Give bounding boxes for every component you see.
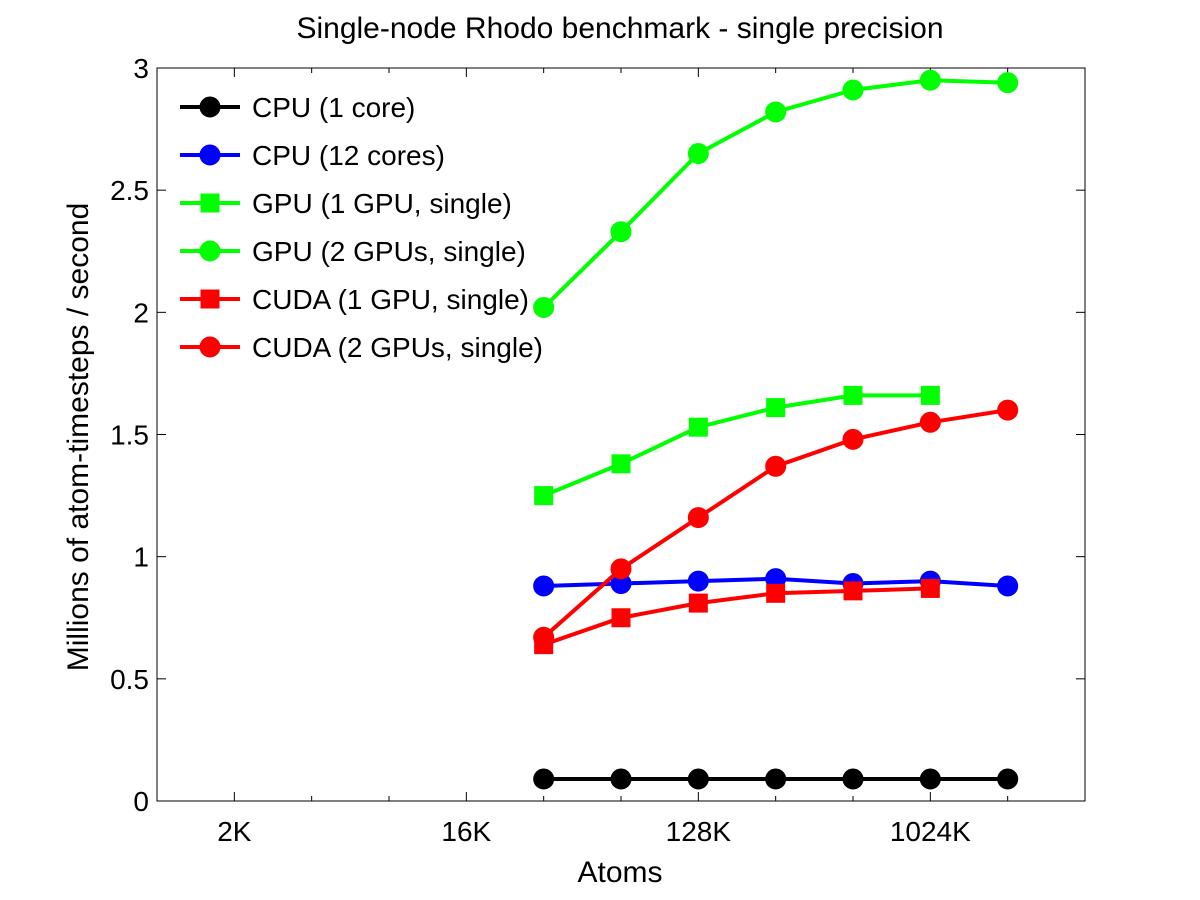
legend-entry: CPU (1 core) [180, 92, 415, 123]
legend-swatch-marker [200, 289, 220, 309]
series-line [542, 408, 1009, 639]
data-point [765, 101, 787, 123]
x-tick-label: 16K [441, 816, 491, 847]
legend-swatch-marker [200, 193, 220, 213]
x-tick-label: 1024K [890, 816, 971, 847]
y-tick-label: 2.5 [110, 175, 149, 206]
data-point [610, 558, 632, 580]
y-tick-label: 3 [133, 53, 149, 84]
data-point [765, 768, 787, 790]
data-point [687, 768, 709, 790]
legend-label: CPU (1 core) [252, 92, 415, 123]
data-point [611, 608, 631, 628]
plot-area: 0 0.5 1 1.5 2 2.5 3 2K 16K 128K 1024K [110, 53, 1086, 847]
data-point [611, 454, 631, 474]
series-line [543, 586, 931, 647]
data-point [919, 69, 941, 91]
x-tick-label: 2K [217, 816, 252, 847]
data-point [997, 575, 1019, 597]
data-point [534, 486, 554, 506]
data-point [765, 455, 787, 477]
y-tick-label: 1 [133, 542, 149, 573]
legend-swatch-marker [199, 336, 221, 358]
y-tick-label: 2 [133, 297, 149, 328]
y-tick-label: 0.5 [110, 664, 149, 695]
data-point [920, 578, 940, 598]
data-point [687, 507, 709, 529]
legend-label: GPU (1 GPU, single) [252, 188, 512, 219]
data-point [842, 768, 864, 790]
data-point [688, 417, 708, 437]
data-point [533, 575, 555, 597]
data-point [610, 768, 632, 790]
legend-entry: CPU (12 cores) [180, 140, 445, 171]
legend: CPU (1 core) CPU (12 cores) GPU (1 GPU, si… [180, 92, 543, 363]
legend-swatch-marker [199, 144, 221, 166]
data-point [610, 221, 632, 243]
legend-swatch-marker [199, 240, 221, 262]
legend-entry: GPU (2 GPUs, single) [180, 236, 526, 267]
chart-title: Single-node Rhodo benchmark - single pre… [296, 12, 943, 45]
data-point [842, 79, 864, 101]
data-point [997, 72, 1019, 94]
data-point [766, 398, 786, 418]
data-point [843, 581, 863, 601]
series-2 [534, 385, 940, 506]
series-0 [533, 768, 1019, 790]
legend-entry: GPU (1 GPU, single) [180, 188, 512, 219]
data-point [919, 411, 941, 433]
data-point [842, 428, 864, 450]
data-point [688, 593, 708, 613]
series-3 [533, 69, 1019, 318]
data-point [997, 768, 1019, 790]
axes-box [156, 67, 1086, 802]
x-axis-label: Atoms [577, 856, 662, 889]
legend-label: GPU (2 GPUs, single) [252, 236, 526, 267]
legend-entry: CUDA (1 GPU, single) [180, 284, 529, 315]
series-line [542, 393, 931, 498]
data-point [766, 583, 786, 603]
legend-swatch-marker [199, 96, 221, 118]
data-point [687, 570, 709, 592]
y-axis-label: Millions of atom-timesteps / second [62, 203, 95, 672]
data-point [533, 626, 555, 648]
y-tick-label: 1.5 [110, 420, 149, 451]
data-point [920, 385, 940, 405]
legend-label: CUDA (2 GPUs, single) [252, 332, 543, 363]
data-point [997, 399, 1019, 421]
legend-label: CUDA (1 GPU, single) [252, 284, 529, 315]
y-tick-label: 0 [133, 786, 149, 817]
data-point [533, 768, 555, 790]
data-point [687, 143, 709, 165]
data-point [533, 296, 555, 318]
series-5 [533, 399, 1019, 648]
legend-entry: CUDA (2 GPUs, single) [180, 332, 543, 363]
x-tick-label: 128K [666, 816, 732, 847]
data-point [843, 385, 863, 405]
data-point [919, 768, 941, 790]
legend-label: CPU (12 cores) [252, 140, 445, 171]
